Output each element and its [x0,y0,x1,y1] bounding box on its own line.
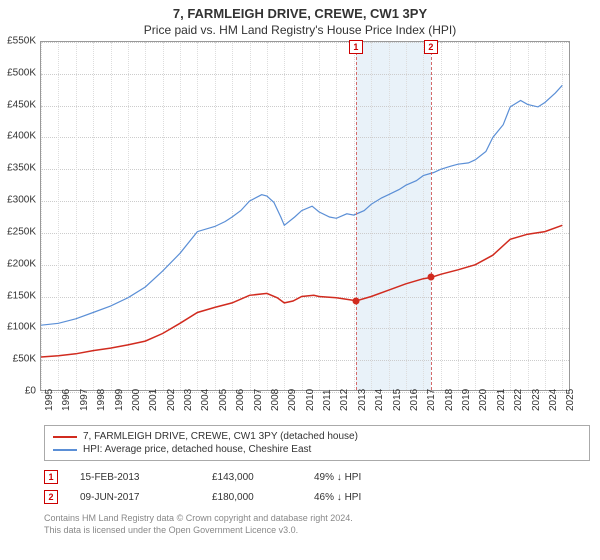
sale-date: 15-FEB-2013 [80,472,190,483]
y-tick-label: £50K [13,354,36,365]
x-tick-label: 1999 [114,389,125,411]
x-tick-label: 2004 [200,389,211,411]
x-axis: 1995199619971998199920002001200220032004… [40,393,570,423]
y-tick-label: £200K [7,258,36,269]
plot-region: 12 [40,41,570,391]
x-tick-label: 2012 [339,389,350,411]
x-tick-label: 2017 [426,389,437,411]
sale-dot [352,298,359,305]
sale-hpi: 46% ↓ HPI [314,492,394,503]
legend-swatch [53,436,77,438]
sale-row: 1 15-FEB-2013 £143,000 49% ↓ HPI [44,467,590,487]
x-tick-label: 2007 [253,389,264,411]
x-tick-label: 1996 [61,389,72,411]
x-tick-label: 2006 [235,389,246,411]
footnote-line: Contains HM Land Registry data © Crown c… [44,513,590,525]
y-tick-label: £100K [7,322,36,333]
y-axis: £0£50K£100K£150K£200K£250K£300K£350K£400… [2,41,38,391]
sale-row: 2 09-JUN-2017 £180,000 46% ↓ HPI [44,487,590,507]
x-tick-label: 2022 [513,389,524,411]
legend-swatch [53,449,77,451]
legend: 7, FARMLEIGH DRIVE, CREWE, CW1 3PY (deta… [44,425,590,461]
sale-price: £143,000 [212,472,292,483]
x-tick-label: 1995 [44,389,55,411]
x-tick-label: 2025 [565,389,576,411]
sale-marker: 1 [44,470,58,484]
line-layer [41,42,571,392]
sale-dot [427,274,434,281]
x-tick-label: 2008 [270,389,281,411]
x-tick-label: 2014 [374,389,385,411]
x-tick-label: 2011 [322,389,333,411]
x-tick-label: 2005 [218,389,229,411]
y-tick-label: £300K [7,195,36,206]
series-line-hpi [41,85,562,325]
footnote: Contains HM Land Registry data © Crown c… [44,513,590,536]
x-tick-label: 2020 [478,389,489,411]
footnote-line: This data is licensed under the Open Gov… [44,525,590,537]
event-marker: 1 [349,40,363,54]
y-tick-label: £0 [25,386,36,397]
x-tick-label: 2000 [131,389,142,411]
legend-label: HPI: Average price, detached house, Ches… [83,444,311,455]
x-tick-label: 1997 [79,389,90,411]
x-tick-label: 2002 [166,389,177,411]
event-line [356,42,357,390]
event-line [431,42,432,390]
y-tick-label: £500K [7,67,36,78]
x-tick-label: 2009 [287,389,298,411]
x-tick-label: 2024 [548,389,559,411]
x-tick-label: 1998 [96,389,107,411]
x-tick-label: 2019 [461,389,472,411]
y-tick-label: £250K [7,226,36,237]
chart-area: £0£50K£100K£150K£200K£250K£300K£350K£400… [40,41,600,421]
sales-table: 1 15-FEB-2013 £143,000 49% ↓ HPI 2 09-JUN-201… [44,467,590,507]
x-tick-label: 2018 [444,389,455,411]
sale-date: 09-JUN-2017 [80,492,190,503]
event-marker: 2 [424,40,438,54]
x-tick-label: 2016 [409,389,420,411]
sale-marker: 2 [44,490,58,504]
x-tick-label: 2021 [496,389,507,411]
x-tick-label: 2010 [305,389,316,411]
x-tick-label: 2015 [392,389,403,411]
x-tick-label: 2003 [183,389,194,411]
series-line-property [41,225,562,357]
legend-item: HPI: Average price, detached house, Ches… [53,443,581,456]
x-tick-label: 2013 [357,389,368,411]
y-tick-label: £400K [7,131,36,142]
chart-subtitle: Price paid vs. HM Land Registry's House … [0,21,600,41]
x-tick-label: 2001 [148,389,159,411]
sale-price: £180,000 [212,492,292,503]
y-tick-label: £550K [7,36,36,47]
y-tick-label: £150K [7,290,36,301]
chart-title: 7, FARMLEIGH DRIVE, CREWE, CW1 3PY [0,0,600,21]
sale-hpi: 49% ↓ HPI [314,472,394,483]
x-tick-label: 2023 [531,389,542,411]
chart-container: 7, FARMLEIGH DRIVE, CREWE, CW1 3PY Price… [0,0,600,560]
y-tick-label: £450K [7,99,36,110]
legend-item: 7, FARMLEIGH DRIVE, CREWE, CW1 3PY (deta… [53,430,581,443]
y-tick-label: £350K [7,163,36,174]
legend-label: 7, FARMLEIGH DRIVE, CREWE, CW1 3PY (deta… [83,431,358,442]
